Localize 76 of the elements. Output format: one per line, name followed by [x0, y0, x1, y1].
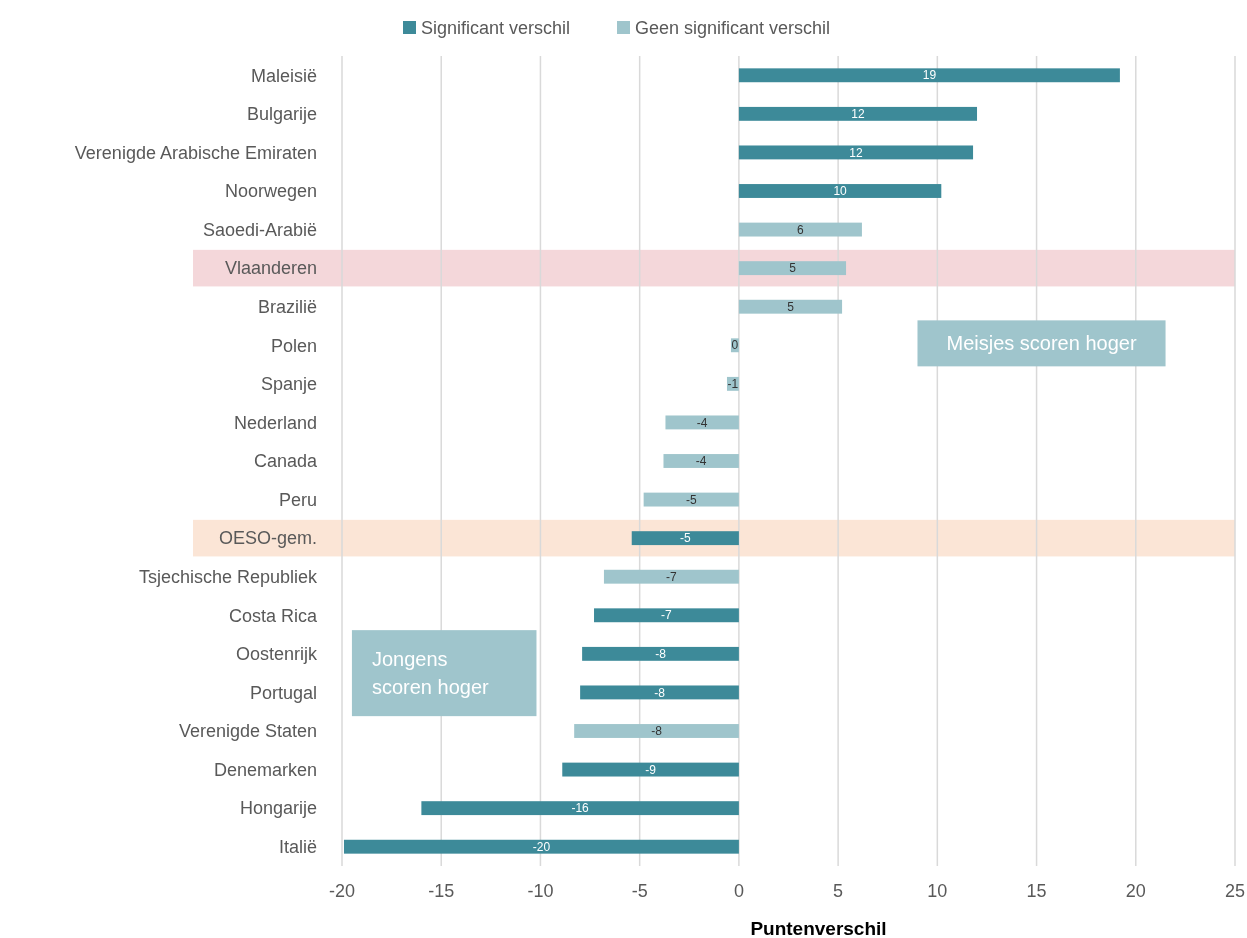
data-label: -8	[654, 685, 666, 700]
data-label: -4	[696, 415, 708, 430]
x-tick-label: 10	[927, 881, 948, 901]
x-axis-title: Puntenverschil	[750, 918, 887, 938]
data-label: -8	[655, 647, 667, 662]
data-label: -8	[651, 724, 663, 739]
y-tick-label: Tsjechische Republiek	[138, 567, 318, 588]
x-tick-label: -20	[328, 881, 356, 901]
x-tick-label: -10	[527, 881, 554, 901]
y-tick-label: Canada	[253, 451, 318, 472]
bar	[603, 569, 739, 584]
x-tick-label: 5	[833, 881, 844, 901]
y-tick-label: Verenigde Arabische Emiraten	[74, 142, 317, 163]
annotation: Meisjes scoren hoger	[946, 332, 1137, 355]
bar	[738, 299, 843, 314]
y-tick-label: Polen	[270, 335, 317, 356]
bar	[738, 145, 974, 160]
y-tick-label: Portugal	[249, 682, 317, 703]
y-tick-label: Bulgarije	[246, 104, 317, 125]
data-label: -16	[571, 801, 590, 816]
bar	[421, 801, 739, 816]
y-tick-label: Peru	[278, 489, 317, 510]
y-tick-label: Nederland	[233, 412, 317, 433]
bar	[643, 492, 739, 507]
bar	[738, 106, 978, 121]
y-tick-label: Spanje	[260, 374, 317, 395]
x-tick-label: -5	[631, 881, 648, 901]
x-tick-label: -15	[428, 881, 455, 901]
bar	[574, 724, 739, 738]
data-label: -7	[666, 569, 678, 584]
bar	[594, 608, 739, 623]
data-label: -7	[661, 608, 673, 623]
bar	[580, 685, 739, 700]
y-tick-label: Italië	[278, 837, 317, 858]
data-label: -9	[645, 762, 657, 777]
annotation: Jongens scoren hoger	[371, 648, 489, 699]
x-tick-label: 25	[1224, 881, 1246, 901]
data-label: 12	[851, 107, 865, 122]
data-label: 5	[789, 261, 797, 276]
data-label: 12	[849, 145, 863, 160]
bar	[665, 415, 739, 430]
bar	[631, 531, 739, 546]
y-tick-label: OESO-gem.	[218, 528, 317, 549]
bar	[582, 646, 739, 661]
bar	[738, 222, 862, 237]
data-label: -1	[727, 377, 739, 392]
y-tick-label: Maleisië	[250, 65, 317, 86]
x-tick-label: 0	[733, 881, 744, 901]
data-label: 6	[797, 222, 805, 237]
y-tick-label: Costa Rica	[228, 605, 318, 626]
x-tick-label: 15	[1026, 881, 1047, 901]
y-tick-label: Hongarije	[239, 798, 317, 819]
data-label: -20	[532, 839, 551, 854]
y-tick-label: Oostenrijk	[235, 644, 318, 665]
data-label: -4	[695, 454, 707, 469]
y-tick-label: Noorwegen	[224, 181, 317, 202]
y-tick-label: Denemarken	[213, 759, 317, 780]
y-tick-label: Vlaanderen	[224, 258, 317, 279]
bar	[663, 454, 739, 468]
bar	[738, 68, 1120, 83]
data-label: -5	[685, 492, 697, 507]
legend-label: Geen significant verschil	[635, 18, 831, 39]
bar	[738, 261, 847, 276]
data-label: 5	[787, 299, 795, 314]
y-tick-label: Brazilië	[257, 297, 317, 318]
bar	[343, 839, 739, 854]
data-label: 10	[833, 184, 848, 199]
x-tick-label: 20	[1125, 881, 1146, 901]
data-label: -5	[679, 531, 691, 546]
y-tick-label: Verenigde Staten	[178, 721, 317, 742]
legend-label: Significant verschil	[421, 18, 571, 39]
y-tick-label: Saoedi-Arabië	[202, 219, 317, 240]
bar	[562, 762, 739, 777]
data-label: 0	[731, 338, 739, 353]
bar	[738, 184, 942, 198]
data-label: 19	[922, 68, 937, 83]
